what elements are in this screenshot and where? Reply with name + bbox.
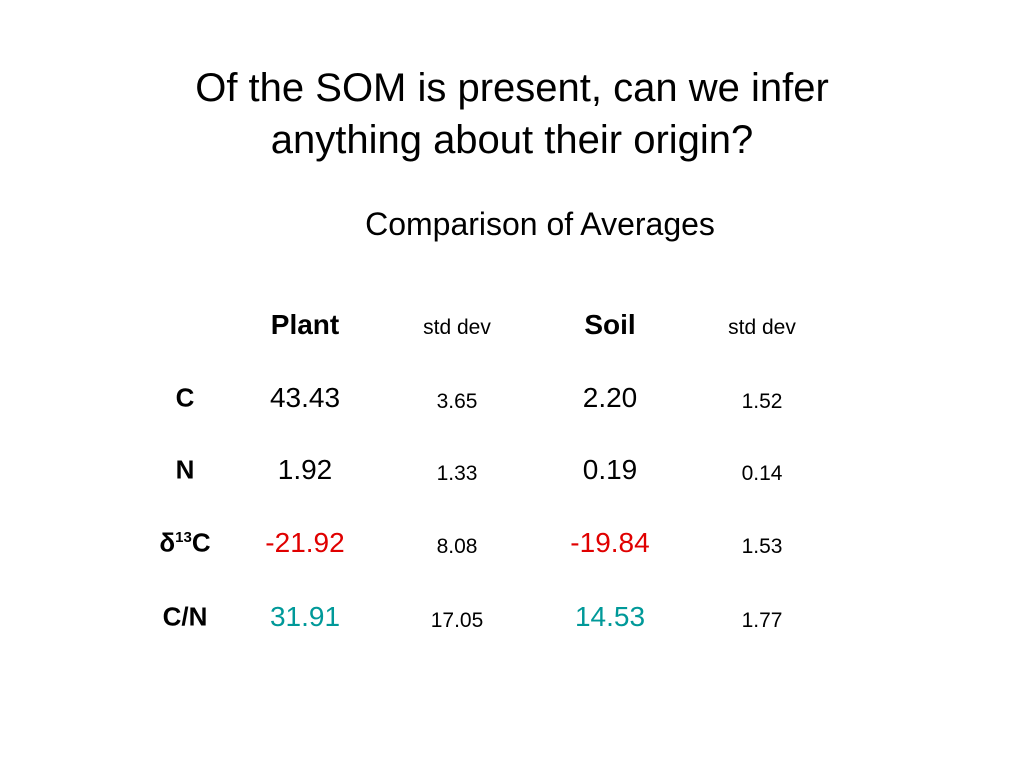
std-dev-value: 1.33 xyxy=(436,462,478,485)
column-header: std dev xyxy=(728,316,796,339)
average-value: 0.19 xyxy=(582,454,638,485)
average-value: 2.20 xyxy=(582,382,638,413)
std-dev-value: 8.08 xyxy=(436,535,478,558)
average-value: 43.43 xyxy=(269,382,341,413)
average-value: -21.92 xyxy=(265,527,345,558)
column-header: Soil xyxy=(584,309,636,340)
std-dev-value: 3.65 xyxy=(436,390,478,413)
column-header: std dev xyxy=(423,316,491,339)
slide-subtitle: Comparison of Averages xyxy=(365,206,715,242)
row-label-part: 13 xyxy=(175,528,192,546)
row-label: C/N xyxy=(162,601,208,632)
row-label-part: δ xyxy=(159,527,176,558)
average-value: 1.92 xyxy=(277,454,333,485)
row-label: C xyxy=(175,382,195,413)
row-label-part: C xyxy=(191,527,211,558)
average-value: 31.91 xyxy=(269,601,341,632)
std-dev-value: 0.14 xyxy=(741,462,783,485)
average-value: 14.53 xyxy=(574,601,646,632)
column-header: Plant xyxy=(270,309,340,340)
std-dev-value: 1.52 xyxy=(741,390,783,413)
slide-title: Of the SOM is present, can we infer anyt… xyxy=(195,66,829,162)
row-label: N xyxy=(175,454,195,485)
row-label: δ13C xyxy=(105,528,265,559)
std-dev-value: 1.53 xyxy=(741,535,783,558)
std-dev-value: 17.05 xyxy=(430,609,484,632)
std-dev-value: 1.77 xyxy=(741,609,783,632)
average-value: -19.84 xyxy=(570,527,650,558)
